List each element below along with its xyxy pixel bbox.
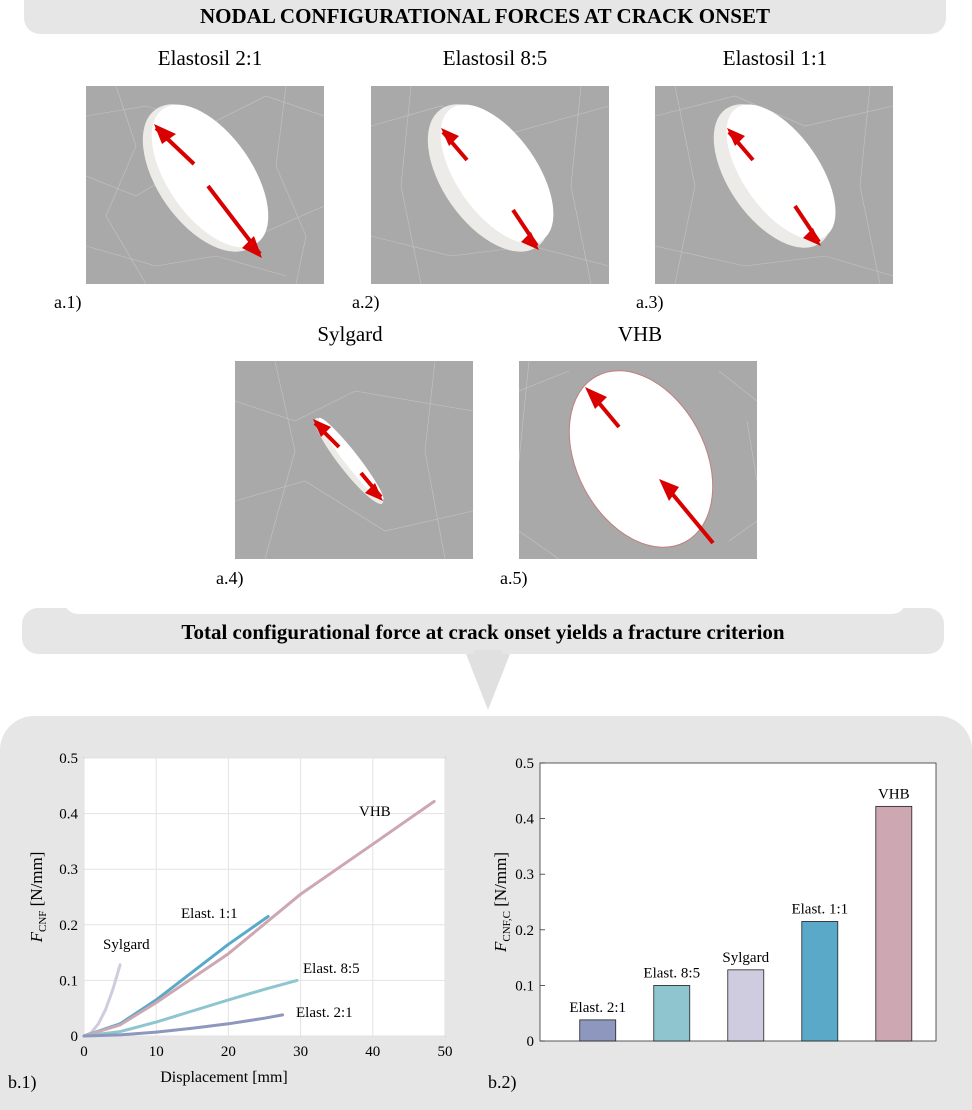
panel-title-elastosil-2-1: Elastosil 2:1: [157, 46, 263, 70]
label-sylgard: Sylgard: [103, 937, 150, 953]
mesh-image: [655, 86, 893, 284]
bar-vhb: [875, 805, 913, 1042]
series-line-elast-8-5: [82, 978, 299, 1038]
mesh-panel-elastosil-8-5: [371, 86, 609, 284]
label-vhb: VHB: [359, 804, 391, 820]
x-tick-label: 10: [149, 1044, 164, 1060]
mesh-image: [371, 86, 609, 284]
bar-sylgard: [727, 969, 765, 1042]
panel-tag: a.4): [216, 568, 244, 588]
bar-chart-critical-force: 0 0.1 0.2 0.3 0.4 0.5 Elast. 2:1 Elast. 8:5 Syl…: [491, 756, 937, 1050]
plot-area: [83, 757, 446, 1037]
mesh-image: [235, 361, 473, 559]
x-axis-label: Displacement [mm]: [160, 1069, 288, 1086]
banner-notch: [64, 600, 906, 614]
y-tick-label: 0.2: [515, 923, 534, 939]
panel-title-elastosil-8-5: Elastosil 8:5: [442, 46, 548, 70]
panel-title-vhb: VHB: [617, 322, 663, 346]
bar-label-vhb: VHB: [878, 786, 910, 802]
label-elast-1-1: Elast. 1:1: [181, 906, 238, 922]
tick-labels: 0 10 20 30 40 50 0 0.1 0.2 0.3 0.4 0.5: [59, 751, 452, 1060]
y-tick-label: 0.1: [515, 978, 534, 994]
y-tick-label: 0.4: [59, 807, 78, 823]
bar-elast-8-5: [653, 984, 691, 1042]
bars: Elast. 2:1 Elast. 8:5 Sylgard Elast. 1:1 VHB: [569, 786, 913, 1042]
y-tick-label: 0: [71, 1029, 79, 1045]
down-arrow-icon: [466, 654, 510, 710]
chart-tag-b2: b.2): [488, 1072, 517, 1092]
bar-elast-2-1: [579, 1019, 617, 1042]
y-tick-label: 0.4: [515, 812, 534, 828]
bar-label-elast-8-5: Elast. 8:5: [643, 965, 700, 981]
series-line-elast-2-1: [82, 1013, 285, 1038]
criterion-banner: [22, 608, 944, 654]
y-tick-label: 0.1: [59, 973, 78, 989]
x-tick-label: 50: [438, 1044, 453, 1060]
label-elast-2-1: Elast. 2:1: [296, 1005, 353, 1021]
crack-opening: [151, 104, 269, 248]
line-chart-configurational-force: 0 10 20 30 40 50 0 0.1 0.2 0.3 0.4 0.5 Displacement…: [27, 751, 453, 1086]
crack-opening: [568, 370, 714, 548]
mesh-panel-elastosil-1-1: [655, 86, 893, 284]
series-lines: [82, 799, 436, 1038]
panel-tag: a.3): [636, 292, 664, 312]
chart-tag-b1: b.1): [8, 1072, 37, 1092]
x-tick-label: 20: [221, 1044, 236, 1060]
bar-elast-1-1: [801, 921, 839, 1042]
panel-title-sylgard: Sylgard: [317, 322, 383, 346]
y-tick-label: 0.5: [59, 751, 78, 767]
bar-label-sylgard: Sylgard: [722, 950, 769, 966]
header-title: NODAL CONFIGURATIONAL FORCES AT CRACK ON…: [199, 4, 770, 28]
mesh-panel-elastosil-2-1: [86, 86, 324, 284]
y-tick-label: 0.3: [59, 862, 78, 878]
y-tick-label: 0.3: [515, 867, 534, 883]
bar-label-elast-2-1: Elast. 2:1: [569, 1000, 626, 1016]
y-axis-label: FCNF,C [N/mm]: [491, 852, 513, 953]
series-line-vhb: [82, 799, 436, 1038]
mesh-panel-sylgard: [235, 361, 473, 559]
criterion-banner-text: Total configurational force at crack ons…: [181, 620, 785, 644]
tick-labels: 0 0.1 0.2 0.3 0.4 0.5: [515, 756, 545, 1050]
label-elast-8-5: Elast. 8:5: [303, 961, 360, 977]
bar-label-elast-1-1: Elast. 1:1: [791, 901, 848, 917]
mesh-panel-vhb: [519, 361, 757, 559]
panel-tag: a.5): [500, 568, 528, 588]
mesh-image: [519, 361, 757, 559]
mesh-image: [86, 86, 324, 284]
header-banner: [24, 0, 946, 34]
panel-tag: a.1): [54, 292, 82, 312]
y-tick-label: 0: [527, 1034, 535, 1050]
panel-title-elastosil-1-1: Elastosil 1:1: [722, 46, 828, 70]
y-axis-label: FCNF [N/mm]: [27, 852, 49, 944]
x-tick-label: 30: [293, 1044, 308, 1060]
y-tick-label: 0.2: [59, 918, 78, 934]
x-tick-label: 40: [365, 1044, 380, 1060]
y-tick-label: 0.5: [515, 756, 534, 772]
x-tick-label: 0: [80, 1044, 88, 1060]
panel-tag: a.2): [352, 292, 380, 312]
